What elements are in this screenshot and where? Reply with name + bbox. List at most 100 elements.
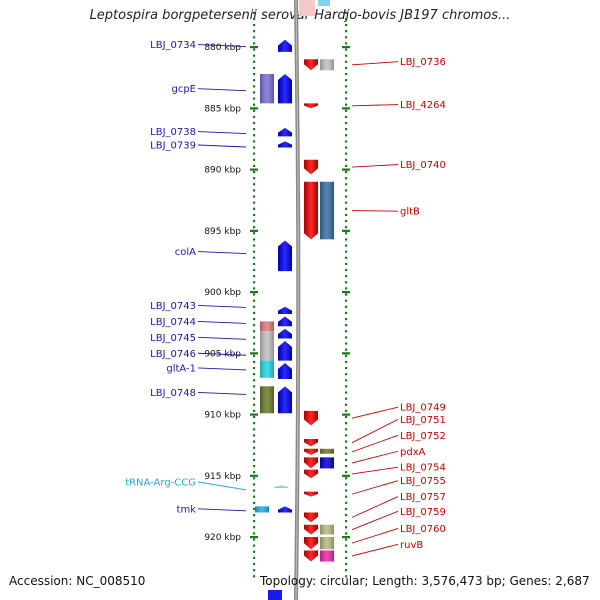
minor-tick-right [345,336,348,339]
minor-tick-right [345,489,348,492]
minor-tick-right [345,244,348,247]
minor-tick-left [253,152,256,155]
minor-tick-left [253,30,256,33]
minor-tick-right [345,311,348,315]
gene-arrow-lbj-0739 [278,141,292,148]
minor-tick-left [253,409,256,413]
minor-tick-right [345,293,348,296]
gene-arrow-lbj-0745 [278,328,292,339]
leader-line-lbj-0740 [351,164,399,168]
minor-tick-right [345,11,348,14]
minor-tick-right [345,275,348,278]
block-lbj-0760-shade [320,537,334,550]
gene-arrow-trna-arg-ccg [274,485,288,488]
minor-tick-left [253,164,256,168]
minor-tick-left [253,103,256,106]
minor-tick-left [253,391,256,394]
minor-tick-right [345,48,348,51]
minor-tick-left [253,526,256,529]
minor-tick-right [345,342,348,345]
gene-arrow-lbj-0743 [278,306,292,315]
minor-tick-left [253,489,256,492]
minor-tick-right [345,281,348,284]
minor-tick-right [345,183,348,186]
minor-tick-right [345,422,348,425]
gene-arrow-lbj-0755 [304,491,318,497]
minor-tick-left [253,268,256,272]
minor-tick-right [345,213,348,217]
minor-tick-left [253,60,256,63]
major-tick-left [250,168,258,171]
minor-tick-left [253,42,256,45]
leader-line-lbj-0736 [351,61,399,66]
minor-tick-left [253,348,256,351]
minor-tick-left [253,201,256,204]
minor-tick-left [253,48,256,51]
minor-tick-right [345,226,348,229]
minor-tick-right [345,115,348,119]
tick-label: 920 kbp [204,533,241,543]
minor-tick-left [253,458,256,462]
minor-tick-left [253,354,256,357]
minor-tick-right [345,158,348,161]
minor-tick-right [345,146,348,149]
minor-tick-left [253,256,256,259]
major-tick-left [250,229,258,232]
block-lbj-0748-shade [260,386,274,414]
minor-tick-left [253,232,256,235]
leader-line-glta-1 [197,367,247,371]
minor-tick-left [253,575,256,578]
gene-label-lbj-0736: LBJ_0736 [400,57,446,68]
gene-label-gcpe: gcpE [171,84,196,95]
leader-line-lbj-0748 [197,392,247,395]
gene-label-lbj-0744: LBJ_0744 [150,317,196,328]
leader-line-lbj-4264 [351,104,399,107]
minor-tick-right [345,164,348,168]
tick-label: 890 kbp [204,166,241,176]
minor-tick-right [345,458,348,462]
block-gltb-shade [320,181,334,240]
tick-label: 915 kbp [204,472,241,482]
minor-tick-left [253,140,256,143]
minor-tick-left [253,11,256,14]
block-lbj-0736-shade [320,59,334,71]
backbone-highlight [295,0,299,600]
gene-arrow-cola [278,240,292,272]
leader-line-gcpe [197,88,247,92]
gene-label-tmk: tmk [177,504,197,515]
major-tick-right [342,107,350,110]
minor-tick-left [253,195,256,198]
minor-tick-left [253,330,256,333]
minor-tick-right [345,575,348,578]
minor-tick-left [253,562,256,566]
minor-tick-right [345,195,348,198]
leader-line-trna-arg-ccg [197,481,247,491]
minor-tick-right [345,66,348,70]
gene-label-lbj-0743: LBJ_0743 [150,301,196,312]
minor-tick-right [345,250,348,253]
accession-text: Accession: NC_008510 [9,574,146,588]
minor-tick-right [345,520,348,523]
gene-arrow-tmk [278,506,292,513]
minor-tick-left [253,544,256,547]
minor-tick-left [253,177,256,180]
gene-arrow-lbj-0749 [304,410,318,426]
minor-tick-left [253,213,256,217]
minor-tick-right [345,268,348,272]
minor-tick-left [253,85,256,88]
minor-tick-right [345,434,348,437]
minor-tick-right [345,170,348,174]
minor-tick-right [345,256,348,259]
minor-tick-left [253,434,256,437]
minor-tick-right [345,189,348,192]
gene-arrow-lbj-4264 [304,103,318,109]
major-tick-right [342,229,350,232]
leader-line-lbj-0757 [351,496,399,518]
leader-line-lbj-0743 [197,305,247,308]
minor-tick-right [345,262,348,266]
minor-tick-left [253,471,256,474]
minor-tick-right [345,385,348,388]
backbone-layer [268,0,330,600]
tick-label: 910 kbp [204,411,241,421]
minor-tick-left [253,109,256,112]
